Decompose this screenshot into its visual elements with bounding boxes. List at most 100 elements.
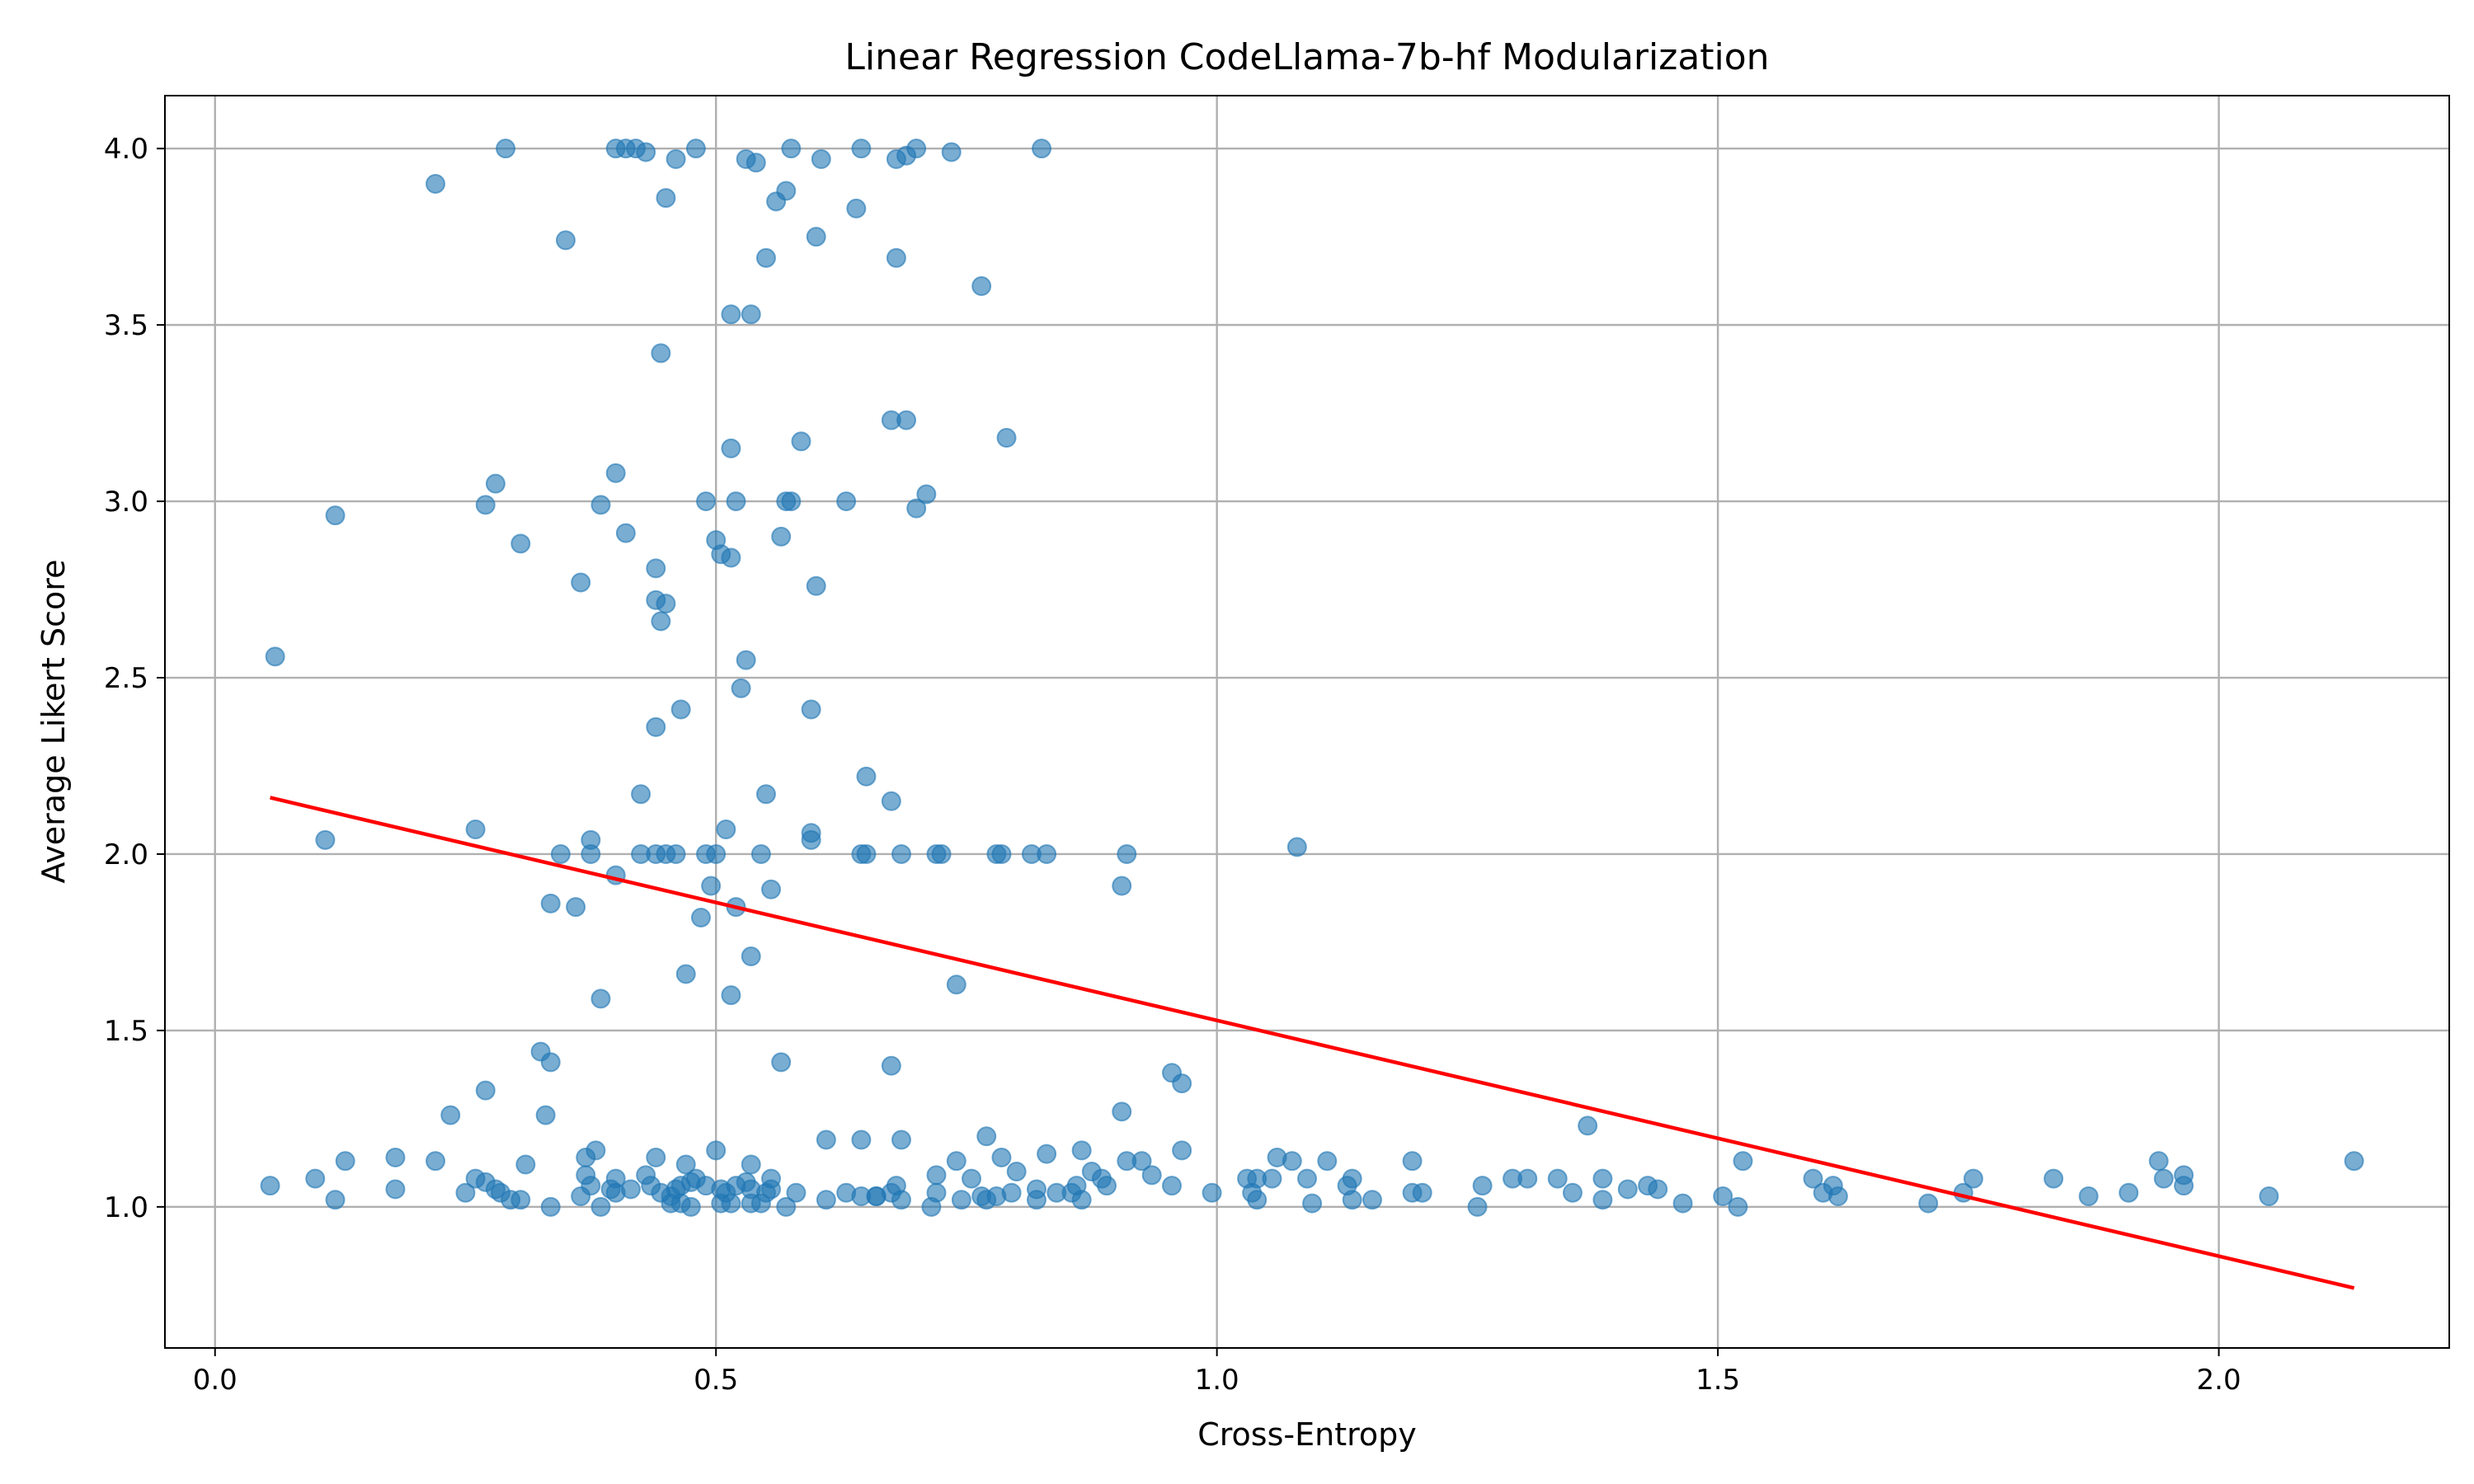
chart-title: Linear Regression CodeLlama-7b-hf Modula… (844, 36, 1769, 78)
x-tick-label: 0.0 (193, 1364, 238, 1397)
data-point (656, 188, 676, 209)
data-point (325, 1190, 346, 1210)
data-point (646, 1147, 666, 1167)
data-point (856, 843, 877, 864)
data-point (836, 491, 857, 512)
data-point (976, 1126, 997, 1147)
data-point (631, 784, 651, 805)
data-point (891, 1190, 911, 1210)
data-point (816, 1129, 836, 1150)
data-point (550, 843, 571, 864)
data-point (891, 843, 911, 864)
data-point (1286, 837, 1307, 857)
data-point (590, 495, 611, 515)
regression-line (270, 796, 2355, 1290)
x-tick-label: 0.5 (694, 1364, 738, 1397)
data-point (666, 843, 686, 864)
data-point (1963, 1168, 1983, 1189)
y-axis-ticks: 1.0 1.5 2.0 2.5 3.0 3.5 4.0 (104, 133, 165, 1224)
data-point (510, 533, 531, 554)
y-tick-label: 3.0 (104, 486, 148, 519)
data-point (866, 1186, 887, 1207)
data-point (886, 247, 906, 268)
x-tick-label: 1.5 (1696, 1364, 1740, 1397)
data-point (926, 1165, 947, 1186)
data-point (1547, 1168, 1568, 1189)
data-point (540, 893, 561, 913)
data-point (721, 304, 741, 325)
data-point (706, 843, 727, 864)
data-point (1362, 1190, 1382, 1210)
data-point (680, 1196, 701, 1217)
data-point (881, 1055, 901, 1076)
data-point (851, 139, 872, 159)
y-tick-label: 1.0 (104, 1191, 148, 1224)
data-point (636, 142, 656, 162)
data-point (781, 491, 802, 512)
data-point (786, 1182, 807, 1203)
data-point (1071, 1140, 1092, 1161)
data-point (651, 343, 671, 364)
data-point (741, 1154, 761, 1175)
data-point (771, 526, 792, 547)
data-point (811, 149, 831, 170)
data-point (1317, 1151, 1338, 1172)
data-point (656, 594, 676, 614)
data-point (535, 1105, 556, 1125)
data-point (475, 1080, 496, 1101)
data-point (385, 1179, 406, 1200)
data-point (1648, 1179, 1668, 1200)
y-tick-label: 2.0 (104, 838, 148, 871)
data-point (465, 819, 486, 840)
data-point (670, 699, 691, 720)
data-point (755, 247, 776, 268)
y-tick-label: 3.5 (104, 309, 148, 342)
data-point (731, 678, 751, 698)
data-point (881, 791, 901, 811)
data-point (325, 505, 346, 526)
data-point (666, 149, 686, 170)
data-point (781, 139, 802, 159)
data-point (736, 650, 756, 670)
data-point (2344, 1151, 2364, 1172)
data-point (2044, 1168, 2064, 1189)
data-point (620, 1179, 641, 1200)
data-point (721, 985, 741, 1006)
data-point (1161, 1176, 1182, 1196)
data-point (485, 473, 506, 494)
data-point (685, 139, 706, 159)
data-point (941, 142, 962, 162)
data-point (515, 1154, 536, 1175)
data-point (846, 198, 867, 218)
data-point (971, 276, 992, 297)
data-point (1467, 1196, 1488, 1217)
data-point (1172, 1073, 1192, 1094)
data-point (540, 1052, 561, 1073)
data-point (991, 1147, 1012, 1167)
data-point (1827, 1186, 1848, 1207)
data-point (1282, 1151, 1302, 1172)
data-point (851, 1129, 872, 1150)
data-point (750, 843, 771, 864)
data-point (1001, 1182, 1022, 1203)
data-point (1117, 843, 1137, 864)
data-point (726, 491, 746, 512)
data-point (540, 1196, 561, 1217)
data-point (675, 964, 696, 984)
data-point (1578, 1115, 1598, 1136)
data-point (2148, 1151, 2169, 1172)
data-point (1592, 1190, 1613, 1210)
data-point (426, 173, 446, 194)
data-point (791, 431, 811, 452)
data-point (750, 1193, 771, 1214)
data-point (1006, 1162, 1027, 1182)
data-point (755, 784, 776, 805)
data-point (921, 1196, 942, 1217)
data-point (741, 946, 761, 967)
data-point (696, 491, 717, 512)
data-point (1037, 843, 1057, 864)
data-point (1097, 1176, 1117, 1196)
data-point (2259, 1186, 2279, 1207)
data-point (745, 153, 766, 173)
data-point (761, 879, 782, 899)
